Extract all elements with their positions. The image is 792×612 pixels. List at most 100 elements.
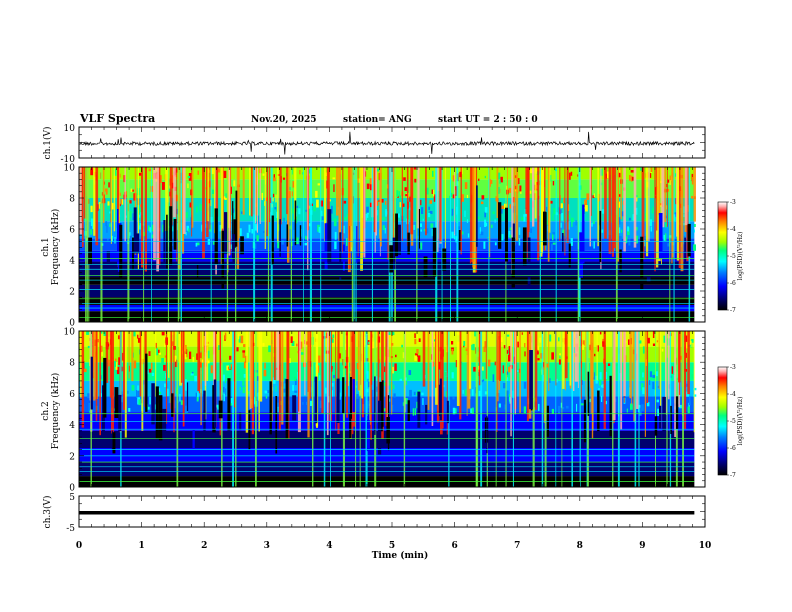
spectrogram-speckle [552, 181, 555, 186]
spectrogram-streak [544, 331, 547, 487]
spectrogram-speckle [546, 206, 548, 212]
spectrogram-notch [232, 234, 235, 267]
spectrogram-speckle [257, 392, 259, 401]
spectrogram-streak [183, 331, 185, 427]
spectrogram-speckle [517, 178, 520, 185]
spectrogram-speckle [381, 199, 384, 203]
spectrogram-streak [81, 331, 85, 428]
spectrogram-speckle [115, 358, 117, 363]
spectrogram-speckle [189, 202, 192, 208]
spectrogram-speckle [365, 214, 369, 218]
spectrogram-speckle [266, 390, 270, 393]
spectrogram-streak [330, 331, 331, 487]
spectrogram-notch [117, 209, 119, 265]
spectrogram-speckle [501, 234, 504, 241]
spectrogram-speckle [428, 206, 431, 210]
spectrogram-speckle [171, 341, 174, 346]
spectrogram-speckle [148, 168, 152, 172]
spectrogram-speckle [641, 383, 644, 391]
spectrogram-speckle [333, 375, 335, 379]
date-label: Nov.20, 2025 [251, 115, 317, 125]
spectrogram-speckle [395, 354, 397, 358]
spectrogram-speckle [384, 366, 386, 372]
spectrogram-speckle [489, 179, 491, 187]
spectrogram-speckle [339, 353, 341, 359]
spectrogram-speckle [219, 225, 222, 232]
spectrogram-streak [245, 331, 249, 433]
spectrogram-streak [80, 331, 83, 398]
spectrogram-streak [353, 167, 355, 322]
spectrogram-streak [615, 167, 618, 322]
spectrogram-speckle [316, 199, 319, 208]
spectrogram-notch [112, 432, 116, 454]
spectrogram-streak [656, 167, 658, 231]
spectrogram-speckle [416, 349, 419, 354]
spectrogram-speckle [443, 384, 445, 388]
spectrogram-speckle [333, 184, 335, 192]
spectrogram-speckle [409, 389, 412, 398]
spectrogram-streak [613, 167, 616, 249]
spectrogram-notch [214, 208, 218, 265]
spectrogram-streak [511, 167, 514, 274]
spectrogram-streak [377, 331, 380, 423]
spectrogram-streak [442, 331, 444, 429]
spectrogram-speckle [224, 379, 226, 384]
spectrogram-notch [386, 417, 390, 444]
spectrogram-speckle [643, 235, 646, 240]
spectrogram-streak [467, 331, 471, 409]
spectrogram-speckle [101, 351, 103, 357]
spectrogram-speckle [405, 398, 408, 405]
spectrogram-notch [151, 383, 155, 425]
ytick-label: 10 [64, 164, 76, 174]
spectrogram-notch [640, 236, 644, 290]
spectrogram-speckle [129, 200, 132, 204]
spectrogram-speckle [138, 172, 142, 176]
x-tick-label: 4 [326, 541, 332, 551]
spectrogram-speckle [197, 242, 200, 246]
spectrogram-speckle [508, 349, 509, 355]
spectrogram-notch [218, 400, 223, 419]
ch3-waveform-panel: 5 -5 [66, 493, 706, 534]
spectrogram-streak [256, 167, 258, 233]
spectrogram-speckle [665, 233, 667, 241]
spectrogram-speckle [151, 372, 155, 376]
spectrogram-streak [371, 167, 373, 322]
spectrogram-speckle [625, 237, 628, 244]
spectrogram-notch [155, 386, 159, 439]
ytick-label: 2 [69, 288, 75, 298]
spectrogram-streak [176, 167, 178, 262]
spectrogram-notch [619, 249, 622, 273]
spectrogram-streak [279, 167, 282, 225]
spectrogram-speckle [451, 372, 454, 379]
spectrogram-streak [564, 167, 566, 256]
spectrogram-streak [346, 331, 348, 418]
spectrogram-streak [267, 167, 270, 322]
spectrogram-speckle [473, 366, 476, 372]
spectrogram-streak [390, 167, 392, 254]
spectrogram-speckle [559, 353, 561, 358]
colorbar-tick-label: -7 [730, 307, 736, 314]
spectrogram-speckle [283, 217, 285, 223]
spectrogram-streak [365, 331, 368, 487]
spectrogram-notch [119, 224, 123, 284]
spectrogram-streak [255, 331, 257, 487]
spectrogram-speckle [691, 339, 694, 343]
spectrogram-speckle [431, 189, 433, 194]
spectrogram-streak [81, 167, 84, 221]
colorbar-scale [717, 366, 728, 476]
spectrogram-speckle [415, 353, 418, 357]
spectrogram-streak [510, 331, 512, 437]
spectrogram-notch [111, 430, 114, 451]
spectrogram-streak [478, 331, 482, 386]
ytick-label: 4 [69, 257, 75, 267]
spectrogram-streak [674, 331, 676, 437]
spectrogram-streak [165, 331, 168, 424]
spectrogram-notch [527, 237, 531, 286]
spectrogram-speckle [626, 408, 628, 413]
spectrogram-speckle [196, 353, 198, 360]
spectrogram-streak [124, 167, 126, 242]
spectrogram-speckle [103, 331, 107, 336]
spectrogram-speckle [628, 339, 630, 345]
spectrogram-streak [472, 167, 475, 268]
spectrogram-streak [585, 331, 587, 404]
